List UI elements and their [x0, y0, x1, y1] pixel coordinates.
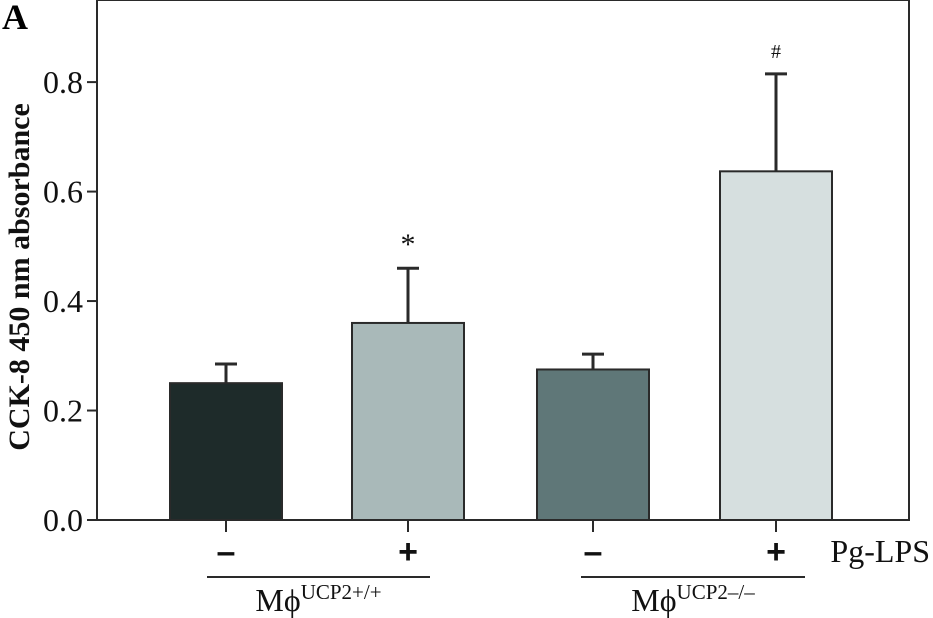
y-tick-label: 0.6	[43, 174, 83, 210]
y-tick-label: 0.0	[43, 502, 83, 538]
y-tick-label: 0.2	[43, 393, 83, 429]
bar	[719, 170, 833, 521]
bars	[169, 72, 833, 522]
significance-mark: *	[401, 228, 416, 261]
plot-frame	[96, 0, 910, 521]
category-label: +	[398, 533, 418, 571]
treatment-label: Pg-LPS	[830, 533, 930, 569]
category-label: –	[217, 533, 236, 571]
axes	[87, 0, 910, 578]
panel-label: A	[2, 0, 28, 37]
y-tick-label: 0.4	[43, 283, 83, 319]
group-label: MϕUCP2+/+	[255, 580, 381, 618]
bar	[351, 321, 465, 521]
bar	[536, 368, 650, 522]
bar	[169, 382, 283, 521]
y-axis-label: CCK-8 450 nm absorbance	[3, 103, 36, 451]
y-tick-label: 0.8	[43, 64, 83, 100]
category-label: +	[766, 533, 786, 571]
group-label: MϕUCP2–/–	[631, 580, 755, 618]
significance-mark: #	[771, 41, 781, 63]
category-label: –	[584, 533, 603, 571]
